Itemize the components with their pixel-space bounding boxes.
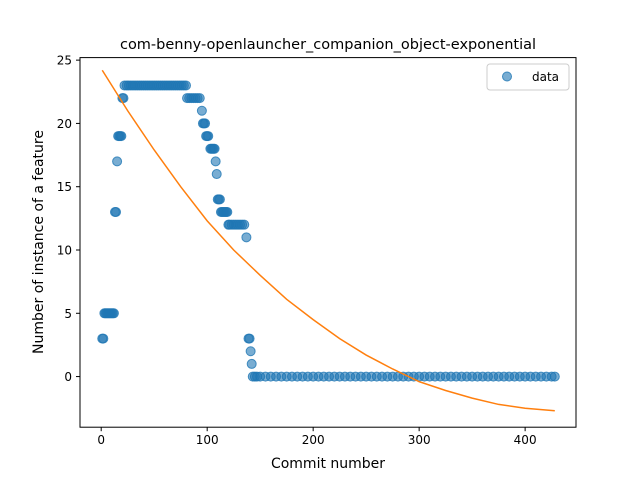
data-point: [180, 80, 191, 91]
y-tick-label: 15: [57, 180, 72, 194]
data-point: [211, 169, 222, 180]
x-tick-label: 200: [302, 433, 325, 447]
fit-line: [101, 69, 555, 412]
y-axis-label: Number of instance of a feature: [31, 130, 47, 354]
data-point: [111, 207, 122, 218]
legend-box: [486, 63, 570, 91]
y-tick-label: 0: [64, 370, 72, 384]
legend: data: [486, 63, 570, 91]
data-point: [222, 207, 233, 218]
data-point: [246, 358, 257, 369]
data-point: [210, 156, 221, 167]
chart-title: com-benny-openlauncher_companion_object-…: [120, 37, 536, 53]
legend-label: data: [532, 70, 559, 84]
x-tick-label: 400: [514, 433, 537, 447]
y-tick-label: 5: [64, 307, 72, 321]
data-point: [549, 371, 560, 382]
data-point: [196, 105, 207, 116]
data-point: [194, 93, 205, 104]
data-point: [245, 346, 256, 357]
data-point: [98, 333, 109, 344]
y-tick-label: 25: [57, 54, 72, 68]
x-tick-label: 100: [196, 433, 219, 447]
data-point: [203, 131, 214, 142]
data-point: [116, 131, 127, 142]
plot-area: [97, 69, 560, 412]
legend-marker: [502, 71, 512, 82]
x-tick-label: 0: [97, 433, 105, 447]
data-point: [108, 308, 119, 319]
x-axis-label: Commit number: [271, 456, 385, 472]
x-axis: 0 100 200 300 400: [97, 427, 537, 447]
x-tick-label: 300: [408, 433, 431, 447]
data-point: [244, 333, 255, 344]
data-point: [241, 232, 252, 243]
data-point: [200, 118, 211, 129]
data-point: [209, 143, 220, 154]
data-point: [214, 194, 225, 205]
y-axis: 0 5 10 15 20 25: [57, 54, 80, 384]
data-point: [239, 219, 250, 230]
y-tick-label: 20: [57, 117, 72, 131]
axes-frame: [79, 57, 577, 428]
y-tick-label: 10: [57, 243, 72, 257]
data-point: [112, 156, 123, 167]
